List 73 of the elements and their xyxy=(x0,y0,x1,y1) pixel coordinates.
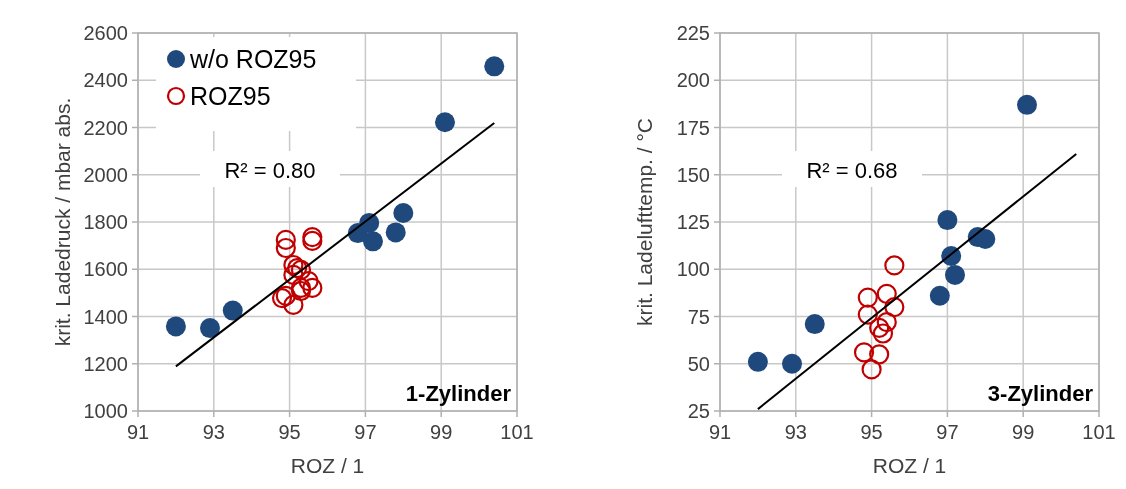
y-tick-label: 50 xyxy=(687,352,710,375)
point xyxy=(876,312,897,333)
x-tick-label: 95 xyxy=(278,421,301,443)
x-axis-title: ROZ / 1 xyxy=(290,454,365,477)
point xyxy=(222,300,243,321)
point xyxy=(434,112,455,133)
point xyxy=(283,294,304,316)
y-tick-label: 225 xyxy=(676,22,710,44)
legend-label: w/o ROZ95 xyxy=(189,45,317,73)
point xyxy=(393,203,414,224)
point xyxy=(869,317,890,338)
point xyxy=(869,344,890,365)
point xyxy=(876,283,897,304)
y-axis-title: krit. Ladedruck / mbar abs. xyxy=(51,97,74,347)
y-tick-label: 1800 xyxy=(83,211,128,233)
x-tick-label: 97 xyxy=(354,421,377,443)
point xyxy=(283,264,304,286)
point xyxy=(1016,94,1037,115)
point xyxy=(362,231,383,252)
y-axis-title: krit. Ladelufttemp. / °C xyxy=(633,118,656,326)
point xyxy=(200,318,221,339)
y-tick-label: 2200 xyxy=(83,116,128,139)
x-tick-label: 93 xyxy=(202,421,225,443)
x-tick-label: 93 xyxy=(784,421,807,443)
point xyxy=(275,237,296,259)
point xyxy=(929,285,950,306)
point xyxy=(944,264,965,285)
point xyxy=(385,222,406,243)
y-tick-label: 1000 xyxy=(83,400,128,422)
y-tick-label: 175 xyxy=(676,116,710,139)
point xyxy=(275,229,296,251)
x-tick-label: 91 xyxy=(126,421,150,443)
x-tick-label: 97 xyxy=(936,421,959,443)
y-tick-label: 25 xyxy=(687,400,710,422)
y-tick-label: 2600 xyxy=(83,22,128,44)
point xyxy=(872,323,894,344)
point xyxy=(861,359,882,380)
point xyxy=(782,353,803,374)
annotation: 3-Zylinder xyxy=(987,381,1094,406)
point xyxy=(884,255,905,276)
y-tick-label: 150 xyxy=(676,163,710,186)
point xyxy=(747,351,768,372)
x-tick-label: 101 xyxy=(500,421,534,443)
y-tick-label: 1200 xyxy=(83,352,128,375)
point xyxy=(884,296,905,318)
x-axis-title: ROZ / 1 xyxy=(872,454,947,477)
y-tick-label: 75 xyxy=(687,305,710,328)
point xyxy=(975,229,996,250)
x-tick-label: 99 xyxy=(430,421,453,443)
point xyxy=(937,210,958,231)
x-tick-label: 101 xyxy=(1082,421,1116,443)
point xyxy=(484,56,505,77)
annotation: R² = 0.68 xyxy=(806,158,898,183)
x-tick-label: 95 xyxy=(860,421,883,443)
y-tick-label: 2000 xyxy=(83,163,128,186)
point xyxy=(857,287,878,308)
y-tick-label: 125 xyxy=(676,211,710,233)
y-tick-label: 1600 xyxy=(83,258,128,281)
point xyxy=(804,314,825,335)
point xyxy=(298,270,319,292)
y-tick-label: 2400 xyxy=(83,69,128,92)
point xyxy=(853,342,875,363)
legend-label: ROZ95 xyxy=(190,82,271,110)
point xyxy=(165,316,186,337)
y-tick-label: 100 xyxy=(676,258,710,281)
y-tick-label: 200 xyxy=(676,69,710,92)
x-tick-label: 91 xyxy=(708,421,732,443)
point xyxy=(857,304,878,325)
x-tick-label: 99 xyxy=(1012,421,1035,443)
point xyxy=(302,277,323,299)
annotation: 1-Zylinder xyxy=(405,381,512,406)
y-tick-label: 1400 xyxy=(83,305,128,328)
annotation: R² = 0.80 xyxy=(224,158,316,183)
